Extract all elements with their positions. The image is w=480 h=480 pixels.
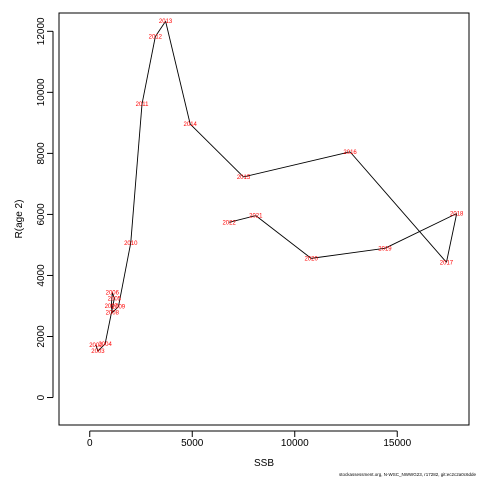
point-label-2016: 2016 bbox=[343, 150, 357, 156]
series-segment bbox=[110, 305, 113, 313]
y-axis-title: R(age 2) bbox=[14, 200, 25, 239]
series-segment bbox=[154, 20, 166, 37]
series-segment bbox=[349, 151, 447, 263]
plot-frame bbox=[58, 12, 470, 426]
series-segment bbox=[189, 123, 244, 178]
x-tick-label: 15000 bbox=[383, 438, 411, 449]
point-label-2018: 2018 bbox=[450, 212, 464, 218]
series-segment bbox=[446, 213, 458, 263]
point-label-2006: 2006 bbox=[106, 291, 120, 297]
series-segment bbox=[97, 343, 106, 352]
point-label-2002: 2002 bbox=[89, 343, 103, 349]
series-segment bbox=[165, 21, 191, 125]
series-segment bbox=[104, 298, 115, 344]
x-axis-title: SSB bbox=[254, 458, 274, 469]
point-label-2022: 2022 bbox=[222, 220, 236, 226]
y-tick-label: 4000 bbox=[36, 264, 47, 287]
series-segment bbox=[255, 215, 312, 259]
series-segment bbox=[110, 292, 113, 307]
point-label-2012: 2012 bbox=[149, 34, 163, 40]
series-line-group bbox=[95, 20, 458, 352]
x-tick-label: 10000 bbox=[281, 438, 309, 449]
y-tick-label: 12000 bbox=[36, 17, 47, 45]
series-segment bbox=[384, 213, 457, 249]
point-label-2019: 2019 bbox=[378, 246, 392, 252]
y-tick-label: 2000 bbox=[36, 325, 47, 348]
point-label-2007: 2007 bbox=[105, 304, 119, 310]
y-tick-label: 8000 bbox=[36, 142, 47, 165]
series-segment bbox=[229, 215, 256, 223]
footer-attribution: stockassessment.org, N-WSC_NWWG23, r1728… bbox=[338, 472, 476, 477]
point-label-2014: 2014 bbox=[184, 122, 198, 128]
series-segment bbox=[141, 36, 156, 105]
point-label-2010: 2010 bbox=[124, 241, 138, 247]
axes: 0 5000 10000 15000 0 2000 4000 6000 8000 10000 120… bbox=[36, 17, 412, 449]
point-label-2015: 2015 bbox=[237, 175, 251, 181]
series-segment bbox=[95, 344, 99, 352]
y-tick-label: 6000 bbox=[36, 203, 47, 226]
point-label-2017: 2017 bbox=[440, 260, 454, 266]
y-tick-label: 10000 bbox=[36, 78, 47, 106]
point-label-2009: 2009 bbox=[112, 305, 126, 311]
point-label-2003: 2003 bbox=[91, 349, 105, 355]
series-segment bbox=[118, 242, 132, 307]
point-label-2008: 2008 bbox=[106, 311, 120, 317]
series-segment bbox=[111, 306, 119, 314]
series-segment bbox=[130, 103, 143, 243]
point-label-2013: 2013 bbox=[159, 19, 173, 25]
x-tick-label: 0 bbox=[87, 438, 93, 449]
series-segment bbox=[311, 247, 386, 259]
x-tick-label: 5000 bbox=[181, 438, 204, 449]
point-label-2020: 2020 bbox=[304, 256, 318, 262]
y-tick-label: 0 bbox=[36, 394, 47, 400]
series-segment bbox=[243, 151, 351, 178]
point-label-2004: 2004 bbox=[98, 342, 112, 348]
point-label-2021: 2021 bbox=[249, 214, 263, 220]
point-label-2005: 2005 bbox=[108, 296, 122, 302]
point-label-2011: 2011 bbox=[136, 102, 150, 108]
